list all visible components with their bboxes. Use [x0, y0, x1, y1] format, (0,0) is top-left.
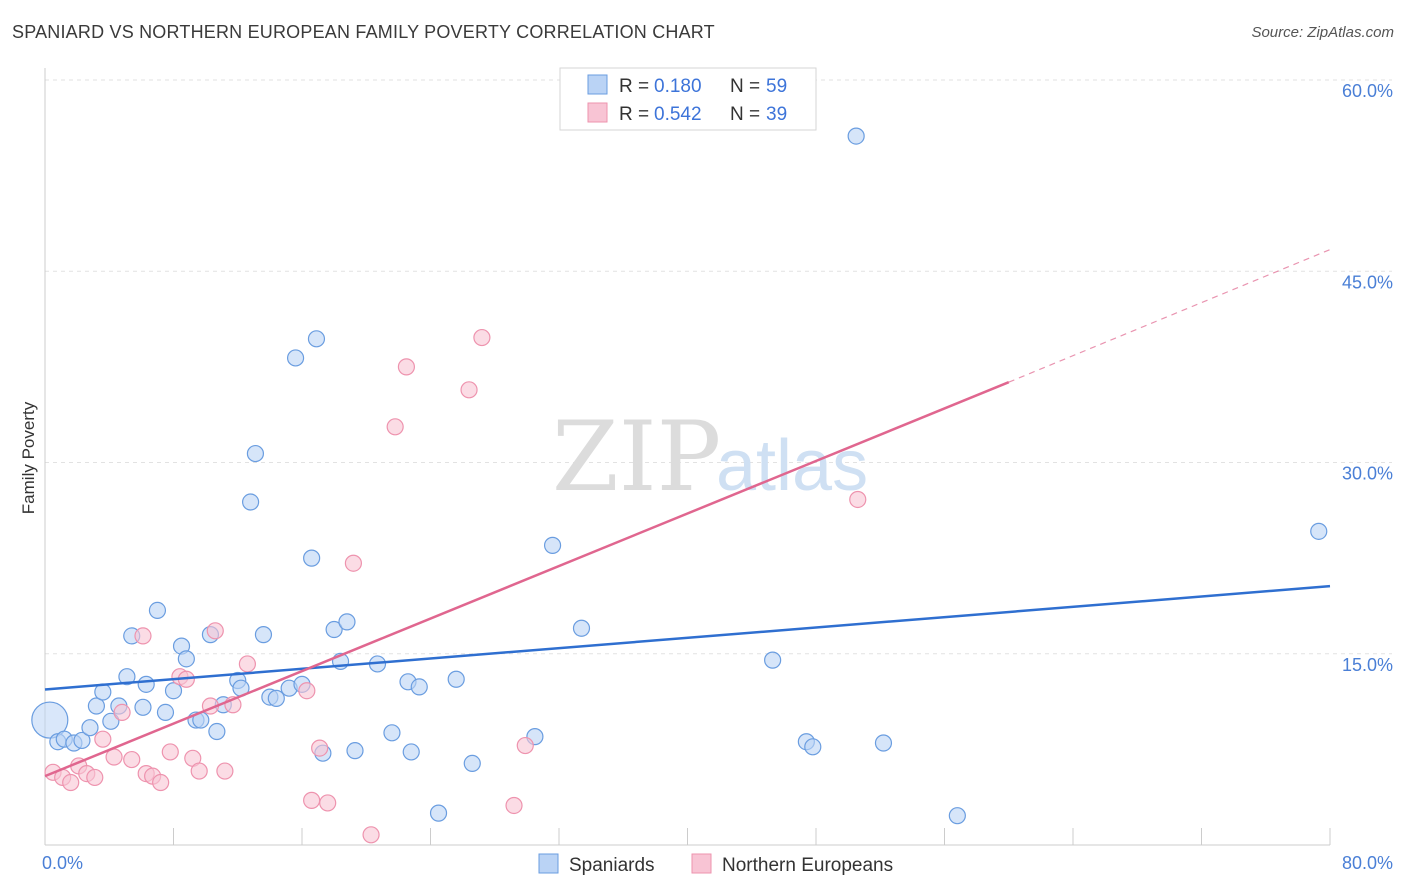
- watermark-atlas: atlas: [716, 426, 868, 506]
- watermark: ZIP atlas: [552, 401, 868, 513]
- bottom-legend-label-northern-europeans: Northern Europeans: [722, 855, 893, 876]
- northern-europeans-point-20: [206, 622, 224, 640]
- spaniards-point-12: [134, 698, 152, 716]
- northern-europeans-point-30: [386, 418, 404, 436]
- northern-europeans-point-32: [460, 381, 478, 399]
- bottom-legend-swatch-northern-europeans: [691, 853, 712, 874]
- y-tick-label-0: 15.0%: [1342, 655, 1393, 675]
- spaniards-point-50: [543, 536, 562, 554]
- spaniards-point-54: [804, 738, 822, 756]
- northern-europeans-point-25: [303, 791, 321, 809]
- northern-europeans-point-35: [516, 736, 534, 755]
- spaniards-point-27: [246, 444, 265, 463]
- northern-europeans-point-24: [298, 682, 316, 700]
- northern-europeans-point-31: [397, 358, 416, 376]
- spaniards-point-52: [764, 651, 782, 669]
- northern-europeans-point-29: [362, 826, 380, 844]
- legend-swatch-spaniards: [587, 74, 608, 95]
- legend-n-value-northern-europeans: 39: [766, 104, 787, 125]
- spaniards-point-10: [118, 668, 136, 686]
- spaniards-point-42: [383, 724, 401, 742]
- legend-n-value-spaniards: 59: [766, 76, 787, 97]
- spaniards-point-58: [1310, 522, 1328, 540]
- spaniards-point-51: [572, 619, 591, 637]
- spaniards-point-35: [307, 330, 326, 348]
- bottom-legend: Spaniards Northern Europeans: [538, 853, 893, 876]
- spaniards-point-56: [874, 734, 893, 752]
- spaniards-point-45: [410, 678, 428, 696]
- legend-n-label-spaniards: N =: [730, 76, 760, 97]
- spaniards-point-30: [267, 689, 285, 707]
- spaniards-point-0: [31, 701, 69, 739]
- spaniards-point-28: [254, 626, 273, 644]
- chart-title: SPANIARD VS NORTHERN EUROPEAN FAMILY POV…: [12, 22, 715, 42]
- spaniards-point-39: [338, 613, 356, 631]
- northern-europeans-point-34: [505, 796, 523, 815]
- legend-swatch-northern-europeans: [587, 102, 608, 123]
- watermark-zip: ZIP: [552, 401, 721, 513]
- northern-europeans-point-26: [311, 739, 329, 757]
- spaniards-point-37: [325, 620, 343, 639]
- spaniards-trend-line: [44, 584, 1331, 691]
- spaniards-point-46: [429, 804, 448, 822]
- spaniards-point-47: [447, 670, 465, 688]
- spaniards-point-18: [177, 650, 195, 668]
- northern-europeans-point-36: [849, 490, 867, 509]
- northern-europeans-trend-line: [44, 381, 1010, 778]
- northern-europeans-point-28: [344, 554, 362, 572]
- northern-europeans-point-5: [86, 768, 104, 787]
- bottom-legend-label-spaniards: Spaniards: [569, 855, 655, 876]
- trend-layer: [44, 249, 1331, 778]
- northern-europeans-point-14: [161, 743, 179, 761]
- x-tick-label-max: 80.0%: [1342, 853, 1393, 873]
- northern-europeans-point-18: [190, 762, 208, 780]
- spaniards-point-5: [81, 719, 99, 737]
- y-axis-title: Family Poverty: [19, 401, 38, 514]
- spaniards-point-34: [303, 549, 321, 567]
- northern-europeans-point-8: [113, 703, 131, 722]
- legend-r-label-spaniards: R =: [619, 76, 649, 97]
- spaniards-point-14: [148, 601, 167, 620]
- spaniards-point-15: [156, 703, 175, 722]
- spaniards-point-32: [286, 349, 305, 367]
- y-tick-label-1: 30.0%: [1342, 464, 1393, 484]
- northern-europeans-point-13: [152, 773, 170, 792]
- spaniards-point-8: [102, 712, 120, 730]
- spaniards-point-44: [402, 743, 420, 761]
- spaniards-point-22: [208, 722, 226, 741]
- spaniards-point-26: [242, 493, 260, 511]
- source-label: Source: ZipAtlas.com: [1251, 24, 1394, 41]
- spaniards-point-48: [463, 754, 481, 773]
- gridlines: [45, 79, 1392, 655]
- spaniards-point-13: [137, 675, 155, 693]
- legend-n-label-northern-europeans: N =: [730, 104, 760, 125]
- northern-europeans-trend-extension: [1008, 249, 1331, 383]
- legend-r-value-spaniards: 0.180: [654, 76, 702, 97]
- northern-europeans-point-2: [62, 773, 80, 792]
- spaniards-point-40: [346, 742, 364, 760]
- northern-europeans-point-33: [473, 328, 491, 347]
- northern-europeans-point-9: [123, 750, 141, 769]
- bottom-legend-swatch-spaniards: [538, 853, 559, 874]
- x-tick-label-min: 0.0%: [42, 853, 83, 873]
- y-tick-label-3: 60.0%: [1342, 81, 1393, 101]
- spaniards-point-57: [948, 807, 966, 825]
- northern-europeans-point-21: [216, 762, 234, 780]
- northern-europeans-point-23: [238, 655, 256, 673]
- northern-europeans-point-10: [134, 627, 152, 645]
- spaniards-point-55: [847, 127, 865, 145]
- y-tick-label-2: 45.0%: [1342, 272, 1393, 292]
- northern-europeans-point-6: [94, 730, 112, 748]
- tick-labels: 15.0% 30.0% 45.0% 60.0% 0.0% 80.0%: [42, 81, 1393, 873]
- legend-r-label-northern-europeans: R =: [619, 104, 649, 125]
- spaniards-point-4: [73, 731, 91, 750]
- spaniards-point-6: [87, 697, 106, 715]
- spaniards-point-16: [164, 682, 183, 700]
- northern-europeans-point-27: [319, 794, 337, 812]
- top-legend: R = 0.180 N = 59 R = 0.542 N = 39: [559, 67, 817, 131]
- legend-r-value-northern-europeans: 0.542: [654, 104, 702, 125]
